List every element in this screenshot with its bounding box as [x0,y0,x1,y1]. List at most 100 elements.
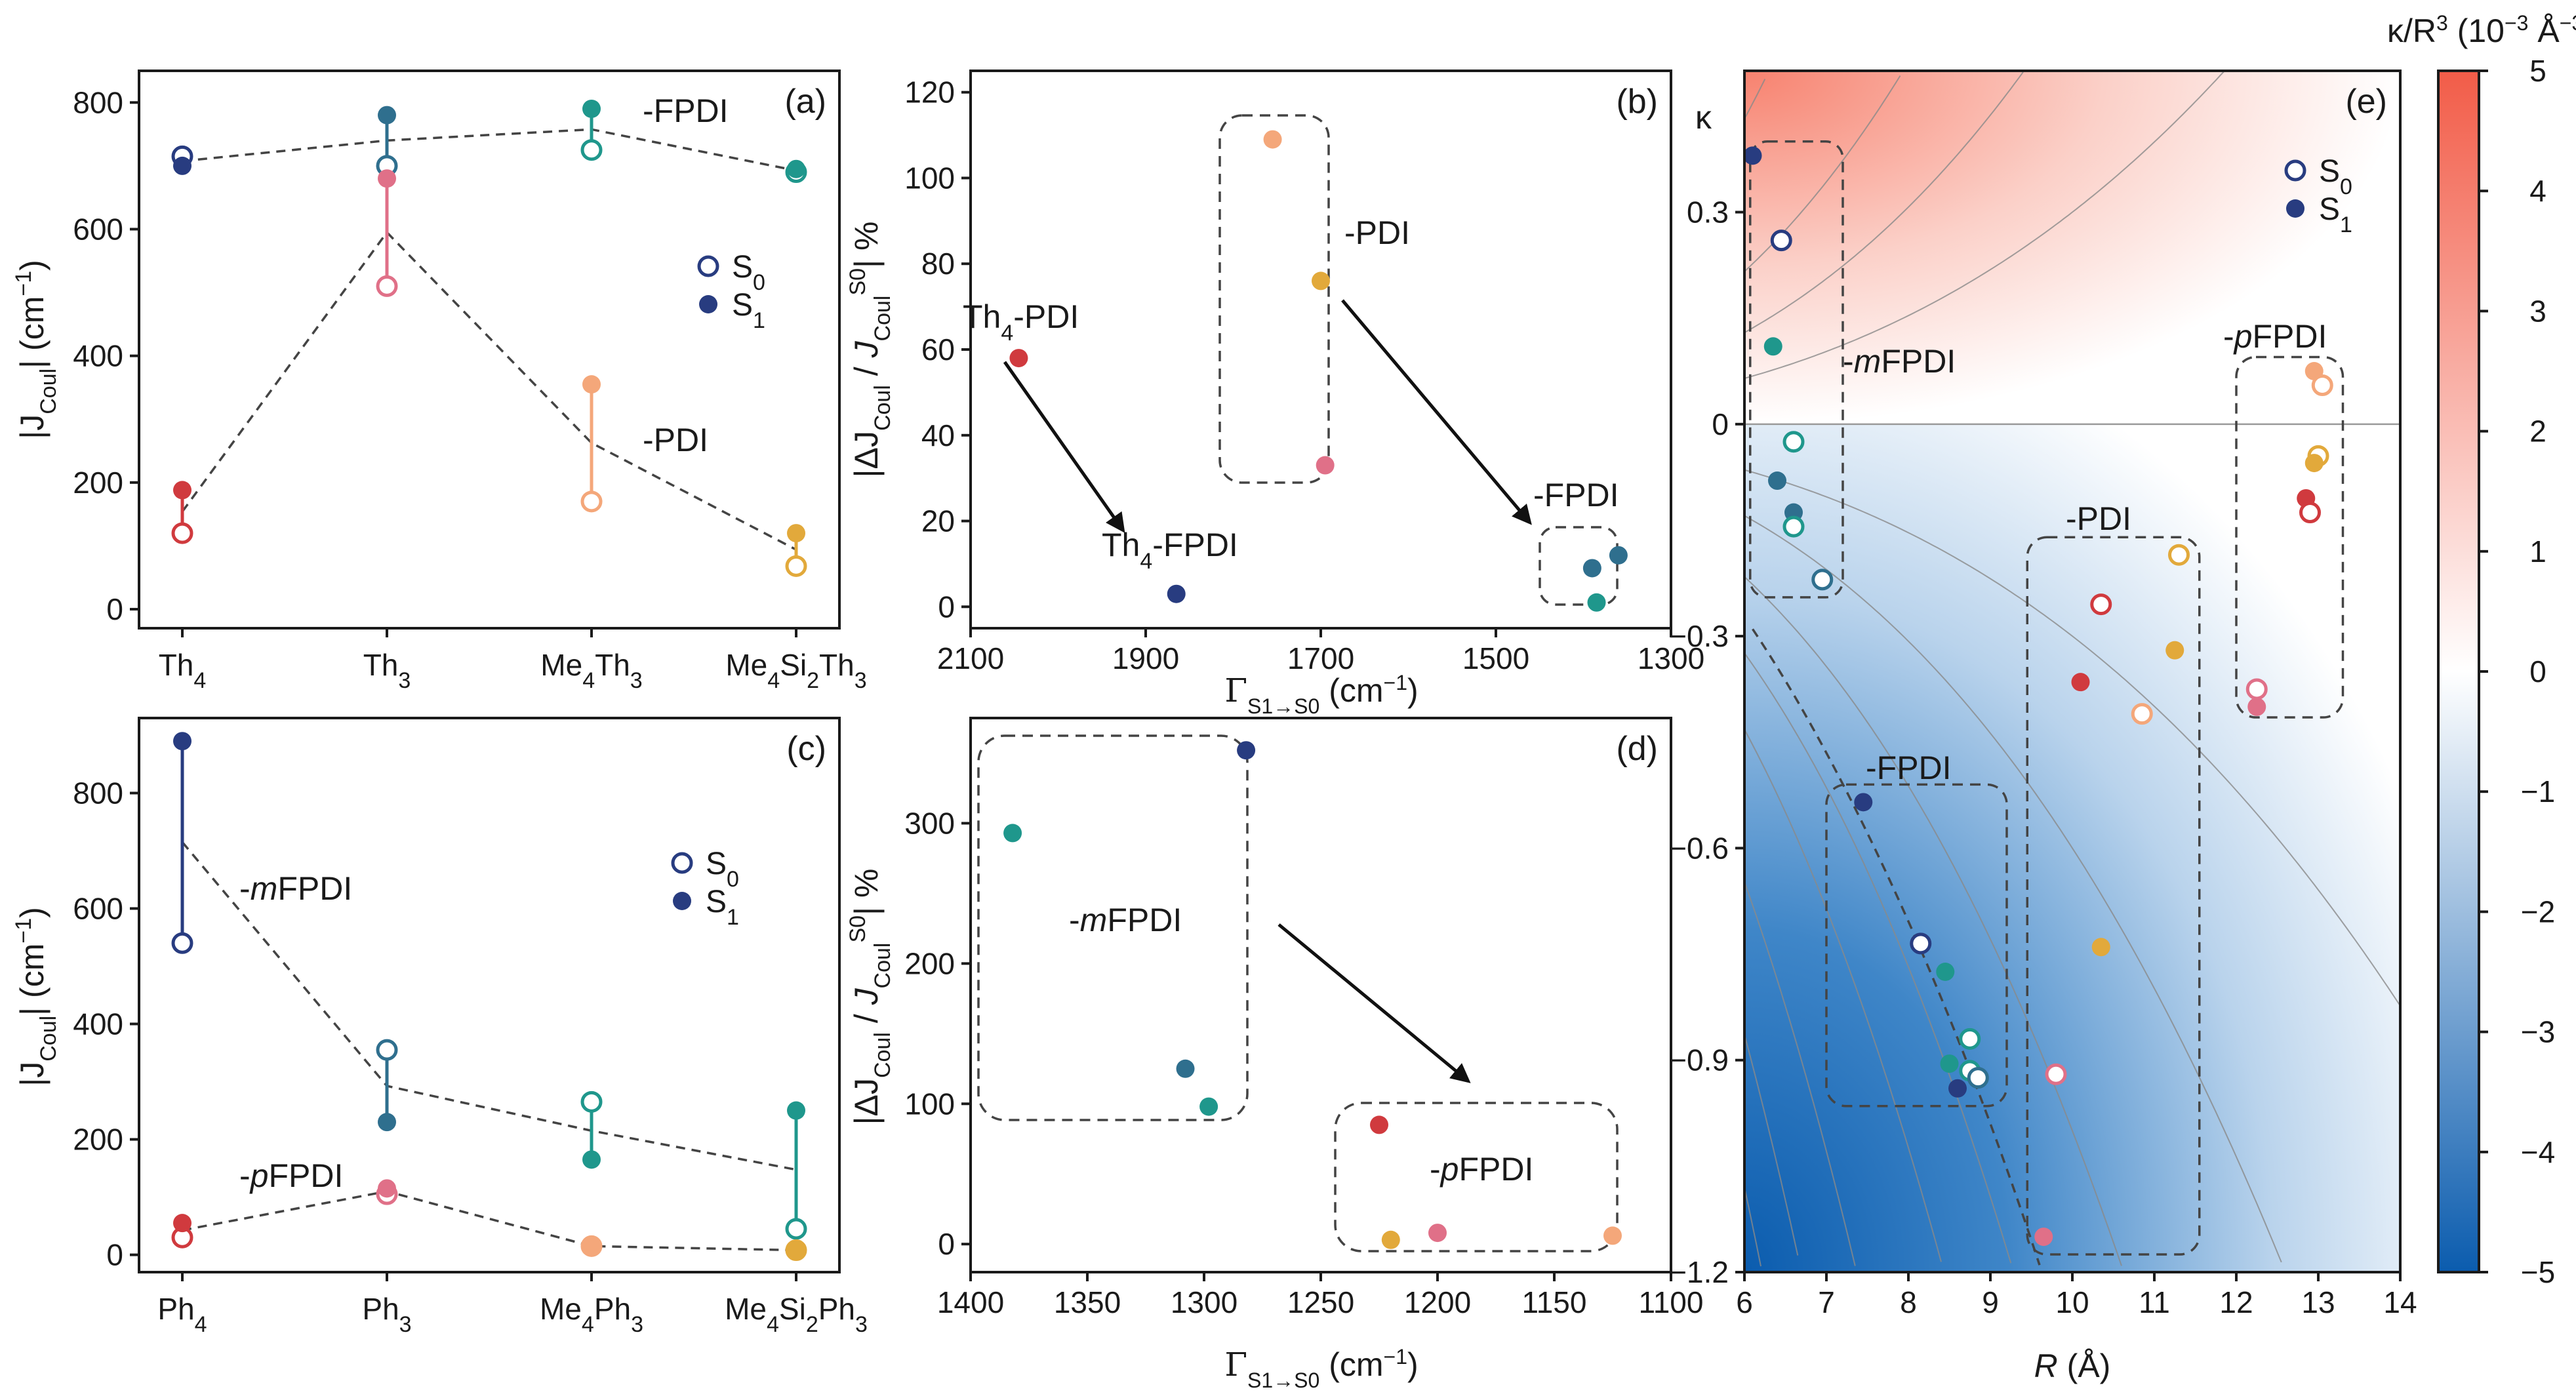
panel-label: (c) [786,730,826,768]
series-pFPDI-s1-point [787,1241,805,1260]
data-point [1587,593,1606,612]
y-tick-label: 0.3 [1687,195,1729,230]
plot-frame [138,717,841,1273]
panel-a: 0 200 400 600 800 Th4 Th3 Me4Th3 Me4Si2Th3 (a) |JC… [11,70,867,693]
data-point [1768,471,1786,490]
data-point [1381,1230,1400,1249]
group-box-pdi [2026,536,2201,1256]
data-point [2311,374,2333,397]
series-PDI-mean-line [181,230,797,551]
x-tick-label: Ph3 [362,1292,411,1337]
series-PDI-s1-point [787,524,805,543]
data-point [1959,1028,1981,1050]
series-PDI-s1-point [173,481,191,500]
contour-line [1744,75,1901,272]
colorbar-tick-label: 0 [2529,654,2546,689]
series-pFPDI-s1-point [582,1237,601,1256]
x-tick-label: 1200 [1404,1285,1471,1319]
trend-curve [1752,628,2041,1266]
x-tick-label: Me4Ph3 [540,1292,643,1337]
contour-line [1744,79,1766,119]
y-tick-label: 400 [73,1007,123,1041]
colorbar-tick-label: −5 [2521,1255,2555,1289]
annotation-mfpdi: -mFPDI [1843,343,1956,380]
data-point [2034,1228,2053,1247]
y-tick-label: 0 [1712,407,1729,441]
annotation-mfpdi: -mFPDI [1069,902,1182,938]
series-mFPDI-s1-point [378,1113,396,1132]
series-FPDI-s1-point [173,156,191,175]
x-tick-label: 13 [2301,1285,2335,1319]
panel-label: (e) [2345,83,2387,121]
data-point [1370,1115,1388,1134]
panel-label: (a) [784,83,826,121]
y-axis-label: κ [1695,99,1712,136]
y-tick-label: −0.3 [1669,619,1729,653]
series-mFPDI-mean-line [181,841,797,1171]
x-tick-label: 1500 [1462,641,1529,675]
colorbar-tick-label: 5 [2529,54,2546,88]
colorbar-tick-label: 4 [2529,174,2546,208]
series-PDI-s1-point [378,169,396,188]
x-tick-label: 1350 [1054,1285,1121,1319]
series-pFPDI-mean-line [182,1190,797,1252]
data-point [1603,1226,1622,1245]
group-box-pdi [1218,114,1330,484]
y-axis-label: |ΔJCoul / JCoulS0| % [845,869,895,1125]
data-point [2165,641,2184,660]
plot-frame [969,70,1672,630]
x-tick-label: 9 [1982,1285,1999,1319]
data-point [2245,678,2268,700]
x-axis-label: ΓS1→S0 (cm−1) [1224,1345,1418,1392]
y-tick-label: −0.9 [1669,1043,1729,1077]
x-tick-label: 2100 [937,641,1004,675]
arrow-pdi-to-fpdi-group [1341,299,1532,525]
group-box-fpdi [1539,526,1619,606]
x-tick-label: Ph4 [157,1292,207,1337]
data-point [2247,697,2266,716]
group-box-fpdi [1825,783,2008,1108]
series-mFPDI-s1-point [173,732,191,751]
x-tick-label: Me4Th3 [540,648,642,693]
annotation-fpdi: -FPDI [1866,750,1952,786]
contour-line [1744,71,2225,379]
data-point [1782,431,1805,453]
colorbar-tick-label: −2 [2521,894,2555,929]
series-PDI-s0-point [376,275,398,297]
series-PDI-s0-point [785,555,807,577]
annotation-th4-pdi: Th4-PDI [963,298,1079,346]
series-FPDI-s1-point [787,159,805,178]
y-tick-label: 400 [73,339,123,373]
data-point [2131,703,2153,725]
data-point [1967,1067,1989,1089]
y-tick-label: 300 [904,806,955,840]
data-point [1770,230,1792,252]
legend-s1-label: S1 [2319,192,2352,237]
series-FPDI-s0-point [580,139,603,161]
series-PDI-s0-point [171,522,193,544]
data-point [2299,502,2321,524]
legend-s0-label: S0 [732,250,765,295]
panel-label: (b) [1616,83,1658,121]
legend-s0-label: S0 [706,847,739,892]
legend-s0-marker [671,852,693,874]
x-axis-label: ΓS1→S0 (cm−1) [1224,671,1418,718]
x-tick-label: 8 [1900,1285,1917,1319]
data-point [1009,349,1028,368]
series-PDI-s1-point [582,375,601,394]
legend-s0-label: S0 [2319,154,2352,199]
panel-label: (d) [1616,730,1658,768]
y-tick-label: −1.2 [1669,1255,1729,1289]
x-tick-label: 11 [2139,1285,2170,1319]
data-point [1940,1054,1959,1073]
legend-s1-marker [699,295,717,313]
x-tick-label: 1300 [1638,641,1704,675]
x-tick-label: Me4Si2Th3 [725,648,866,693]
x-tick-label: Th3 [363,648,411,693]
group-box-pfpdi [1334,1102,1619,1252]
y-tick-label: 800 [73,85,123,119]
arrow-pdi-to-fpdi [1003,361,1125,533]
plot-frame [138,70,841,630]
data-point [2071,673,2090,692]
